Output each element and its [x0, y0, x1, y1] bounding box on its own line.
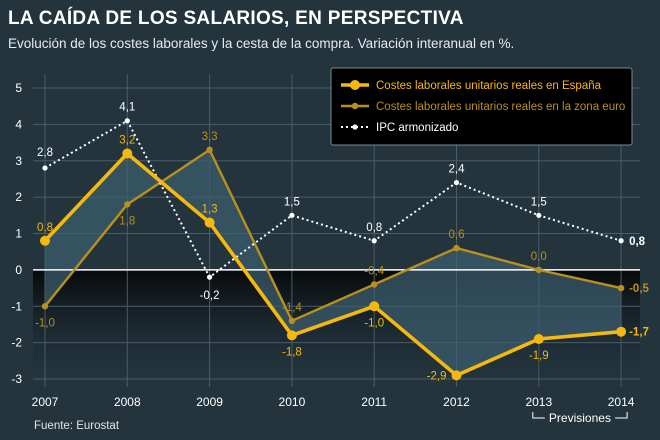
legend-item-euro: Costes laborales unitarios reales en la …: [341, 101, 625, 113]
data-label-euro: 0,0: [531, 251, 547, 263]
point-spain: [286, 330, 297, 341]
point-spain: [369, 301, 380, 312]
data-label-ipc: 0,8: [366, 222, 382, 234]
point-spain: [204, 217, 215, 228]
data-label-euro: -1,4: [282, 302, 302, 314]
point-ipc: [453, 179, 460, 186]
forecast-label: Previsiones: [549, 411, 611, 425]
data-label-spain: -1,7: [629, 327, 649, 339]
y-tick-label: -2: [11, 336, 22, 350]
series-line-ipc: [44, 119, 622, 279]
y-tick-label: 4: [15, 117, 22, 131]
legend-swatch-dot: [351, 102, 359, 110]
y-tick-label: 2: [15, 190, 22, 204]
y-tick-label: -1: [11, 299, 22, 313]
point-ipc: [207, 274, 213, 280]
legend-swatch-dot: [350, 80, 360, 90]
x-tick-label: 2011: [361, 395, 387, 409]
chart-title: LA CAÍDA DE LOS SALARIOS, EN PERSPECTIVA: [8, 8, 464, 29]
data-label-ipc: 1,5: [284, 196, 300, 208]
legend-item-ipc: IPC armonizado: [341, 122, 458, 134]
data-label-euro: -0,4: [364, 265, 384, 277]
source-note: Fuente: Eurostat: [34, 420, 120, 432]
y-tick-label: 5: [15, 81, 22, 95]
x-tick-label: 2009: [196, 395, 223, 409]
forecast-bracket-right: [615, 412, 628, 419]
point-spain: [40, 235, 50, 246]
point-ipc: [124, 118, 130, 124]
point-ipc: [371, 238, 377, 244]
point-euro: [453, 244, 460, 252]
y-tick-label: 0: [15, 263, 22, 277]
data-label-ipc: 2,8: [37, 147, 53, 159]
data-label-ipc: -0,2: [200, 290, 220, 302]
data-label-euro: -1,0: [35, 317, 55, 329]
data-label-ipc: 2,4: [449, 164, 466, 176]
point-spain: [616, 326, 627, 337]
series-line-spain: [43, 151, 622, 378]
data-label-ipc: 0,8: [629, 236, 646, 248]
point-euro: [535, 266, 542, 274]
data-label-ipc: 4,1: [119, 102, 135, 114]
legend-box: [330, 67, 633, 146]
data-label-euro: 0,6: [449, 229, 465, 241]
point-spain: [533, 333, 544, 344]
data-label-spain: -1,0: [364, 317, 384, 329]
x-tick-label: 2010: [279, 395, 306, 409]
data-label-spain: 3,2: [119, 134, 135, 146]
point-euro: [288, 317, 296, 324]
y-tick-label: 1: [15, 227, 22, 241]
x-tick-label: 2007: [32, 395, 59, 409]
legend-label: Costes laborales unitarios reales en la …: [376, 101, 625, 113]
forecast-bracket-left: [532, 412, 545, 419]
series-points: [40, 118, 627, 381]
data-label-ipc: 1,5: [531, 196, 547, 208]
point-euro: [41, 303, 49, 310]
chart-subtitle: Evolución de los costes laborales y la c…: [8, 36, 515, 51]
data-label-spain: 1,3: [202, 204, 218, 216]
point-spain: [451, 370, 462, 381]
data-label-spain: -1,9: [529, 350, 549, 362]
x-tick-label: 2012: [443, 395, 470, 409]
data-label-euro: 3,3: [202, 131, 218, 143]
legend-label: IPC armonizado: [376, 122, 458, 134]
series-line-euro: [44, 148, 622, 323]
point-euro: [371, 281, 378, 288]
legend-swatch-dot: [352, 124, 358, 130]
data-label-spain: -1,8: [282, 346, 302, 358]
legend-item-spain: Costes laborales unitarios reales en Esp…: [341, 80, 602, 92]
spain-euro-gap-area: [45, 149, 622, 376]
point-euro: [124, 201, 131, 208]
point-ipc: [289, 212, 295, 218]
data-label-spain: 0,8: [37, 222, 53, 234]
point-ipc: [42, 165, 48, 171]
x-tick-label: 2013: [525, 395, 552, 409]
data-label-euro: -0,5: [629, 283, 649, 295]
y-tick-label: -3: [11, 372, 22, 386]
point-ipc: [618, 238, 624, 244]
x-tick-label: 2008: [114, 395, 141, 409]
point-ipc: [536, 212, 542, 218]
y-axis: 5 4 3 2 1 0 -1 -2 -3: [11, 81, 22, 386]
data-label-spain: -2,9: [427, 370, 447, 382]
point-euro: [206, 146, 213, 154]
data-label-euro: 1,8: [119, 215, 135, 227]
point-spain: [122, 148, 133, 159]
y-tick-label: 3: [15, 154, 22, 168]
x-tick-label: 2014: [608, 395, 635, 409]
forecast-bracket: Previsiones: [532, 411, 628, 425]
data-labels: 0,8 3,2 1,3 -1,8 -1,0 -2,9 -1,9 -1,7 -1,0 1,8 3,3 -…: [35, 102, 649, 383]
point-euro: [617, 284, 625, 292]
legend-label: Costes laborales unitarios reales en Esp…: [376, 80, 602, 92]
x-axis: 2007 2008 2009 2010 2011 2012 2013 2014: [32, 395, 635, 409]
difference-bands: [45, 149, 622, 376]
legend: Costes laborales unitarios reales en Esp…: [330, 67, 633, 146]
series-lines: [43, 119, 622, 378]
